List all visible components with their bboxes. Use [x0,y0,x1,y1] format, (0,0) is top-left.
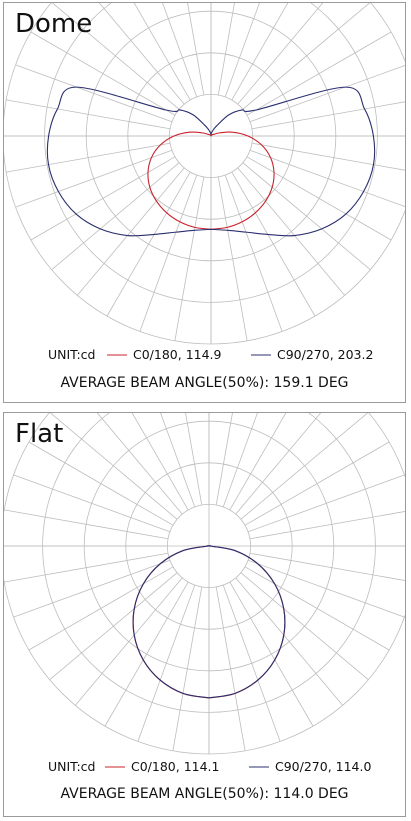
grid-radial-line [217,3,235,96]
grid-radial-line [139,174,198,332]
grid-radial-line [106,171,191,317]
grid-radial-line [249,552,405,581]
flat-chart-panel: UNIT:cd C0/180, 114.1 C90/270, 114.0 AVERAG… [3,412,406,817]
grid-radial-line [49,413,178,520]
grid-radial-line [28,566,174,651]
grid-radial-line [49,572,178,681]
grid-radial-line [237,167,346,296]
legend-entry-c90-270: C90/270, 114.0 [275,759,371,774]
grid-radial-line [51,3,180,110]
grid-radial-line [224,3,260,98]
grid-radial-line [217,176,248,341]
unit-label: UNIT:cd [48,347,95,362]
grid-radial-line [160,413,196,508]
grid-radial-line [247,474,405,533]
grid-radial-line [247,559,405,618]
beam-angle-label: AVERAGE BEAM ANGLE(50%): 159.1 DEG [60,375,348,391]
grid-radial-line [244,566,390,651]
grid-radial-line [231,3,289,101]
grid-radial-line [51,162,180,271]
grid-radial-line [242,162,371,271]
dome-chart-title: Dome [15,9,93,39]
series-curve-c90-270 [132,545,286,699]
grid-radial-line [229,581,314,727]
grid-radial-line [246,156,392,241]
grid-radial-line [96,413,183,515]
grid-radial-line [224,174,283,332]
grid-radial-line [162,3,198,98]
grid-radial-line [242,3,371,110]
grid-radial-line [246,31,392,116]
grid-radial-line [222,413,258,508]
grid-radial-line [187,3,205,96]
dome-chart-panel: UNIT:cd C0/180, 114.9 C90/270, 203.2 AVERAG… [3,2,406,403]
grid-radial-line [251,101,405,130]
grid-radial-line [15,149,173,208]
flat-polar-chart: UNIT:cd C0/180, 114.1 C90/270, 114.0 AVERAG… [4,413,405,802]
series-curve-c90-270 [46,86,376,237]
grid-radial-line [104,581,189,727]
grid-radial-line [222,584,281,742]
grid-radial-line [28,441,174,526]
legend-entry-c0-180: C0/180, 114.9 [133,347,222,362]
grid-radial-line [174,176,205,341]
grid-radial-line [4,552,169,583]
grid-radial-line [6,142,171,173]
grid-radial-line [251,142,405,171]
grid-radial-line [76,167,185,296]
grid-radial-line [6,99,171,130]
grid-radial-line [235,413,322,515]
grid-radial-line [74,577,183,706]
grid-radial-line [131,413,189,511]
grid-radial-line [240,572,369,681]
polar-grid [4,413,405,755]
grid-radial-line [229,413,287,511]
grid-radial-line [215,413,233,506]
grid-radial-line [235,577,344,706]
dome-polar-chart: UNIT:cd C0/180, 114.9 C90/270, 203.2 AVERAG… [4,3,405,391]
polar-grid [4,3,405,345]
grid-radial-line [98,3,185,105]
grid-circle [4,3,405,345]
grid-radial-line [30,156,176,241]
grid-radial-line [4,509,169,540]
grid-radial-line [249,64,405,123]
grid-radial-line [249,511,405,540]
grid-radial-line [13,559,171,618]
flat-chart-title: Flat [15,419,64,449]
unit-label: UNIT:cd [48,759,95,774]
series-curve-c0-180 [147,131,275,230]
grid-radial-line [172,586,203,751]
legend-entry-c0-180: C0/180, 114.1 [131,759,219,774]
beam-angle-label: AVERAGE BEAM ANGLE(50%): 114.0 DEG [60,786,348,802]
grid-radial-line [15,64,173,123]
grid-radial-line [249,149,405,208]
grid-radial-line [133,3,191,101]
grid-radial-line [13,474,171,533]
grid-radial-line [240,413,369,520]
grid-radial-line [30,31,176,116]
grid-radial-line [231,171,316,317]
grid-radial-line [215,586,246,751]
grid-radial-line [137,584,196,742]
grid-radial-line [237,3,324,105]
grid-radial-line [185,413,203,506]
legend-entry-c90-270: C90/270, 203.2 [277,347,373,362]
grid-radial-line [244,441,390,526]
